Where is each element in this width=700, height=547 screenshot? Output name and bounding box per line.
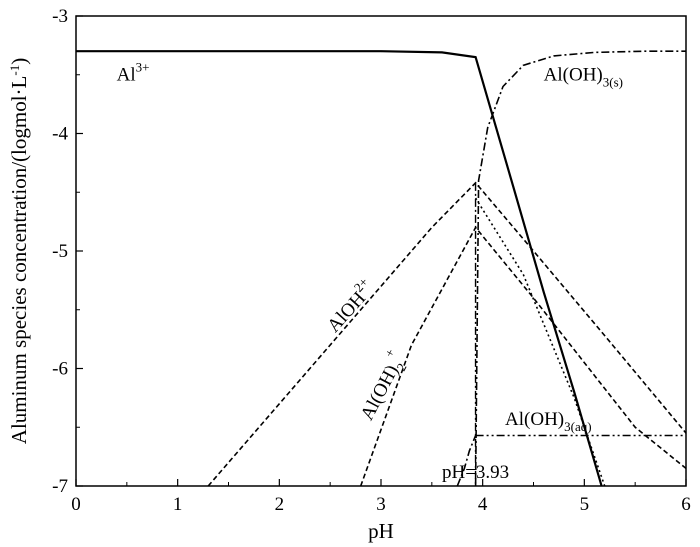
annotation-base: Al(OH): [544, 65, 603, 86]
plot-lines: [76, 50, 687, 487]
annotation-al3: Al3+: [117, 60, 150, 86]
y-tick-label: -4: [52, 124, 68, 145]
annotation-aloh3aq: Al(OH)3(aq): [505, 409, 592, 434]
x-tick-label: 3: [376, 494, 386, 515]
annotation-sub: 3(aq): [564, 419, 591, 434]
x-tick-label: 1: [173, 494, 183, 515]
y-tick-label: -3: [52, 6, 68, 27]
y-tick-label: -7: [52, 476, 68, 497]
x-tick-label: 2: [275, 494, 285, 515]
x-tick-label: 5: [580, 494, 590, 515]
y-axis-label-main: Aluminum species concentration/(logmol·L: [7, 76, 31, 445]
annotation-base: pH=3.93: [442, 462, 509, 483]
y-tick-label: -6: [52, 359, 68, 380]
y-axis-label: Aluminum species concentration/(logmol·L…: [7, 58, 32, 444]
annotation-sub: 3(s): [603, 75, 623, 90]
x-tick-label: 6: [681, 494, 691, 515]
series-line-al3: [76, 50, 603, 487]
annotation-aloh2: AlOH2+: [320, 274, 380, 336]
annotation-sup: 3+: [136, 60, 150, 75]
series-line-aloh4: [474, 197, 606, 487]
x-tick-label: 0: [71, 494, 81, 515]
series-line-aloh3s: [474, 50, 686, 487]
y-axis-label-sup: -1: [7, 65, 22, 76]
series-line-aloh2plus: [359, 226, 687, 487]
y-tick-label: -5: [52, 241, 68, 262]
annotations: Al3+ Al(OH)3(s)AlOH2+Al(OH)2+Al(OH)3(aq)p…: [117, 60, 623, 483]
y-axis-label-close: ): [7, 58, 31, 65]
series-line-lowcurve: [456, 435, 477, 487]
x-axis-label: pH: [368, 519, 394, 543]
x-tick-label: 4: [478, 494, 488, 515]
annotation-base: Al(OH): [505, 409, 564, 430]
axis-ticks: 0 1 2 3 4 5 6 -3 -4 -5 -6 -7: [52, 6, 691, 515]
annotation-sup: +: [381, 346, 398, 360]
series-line-aloh2: [207, 181, 687, 487]
annotation-ph: pH=3.93: [442, 462, 509, 483]
plot-frame: [75, 15, 687, 487]
annotation-base: AlOH: [323, 288, 370, 337]
annotation-base: Al: [117, 65, 136, 86]
annotation-aloh3s: Al(OH)3(s): [544, 65, 623, 90]
annotation-aloh2plus: Al(OH)2+: [351, 346, 414, 425]
annotation-base: Al(OH): [357, 362, 403, 424]
